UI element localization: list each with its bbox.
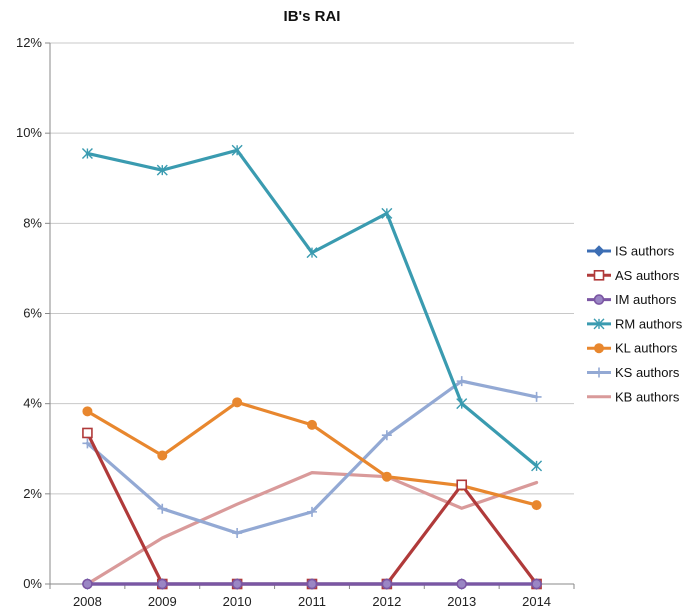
series-group	[81, 144, 543, 590]
legend-marker	[593, 294, 605, 305]
series-im-authors	[82, 578, 542, 590]
x-tick-label: 2009	[148, 594, 177, 609]
legend-item: IS authors	[587, 244, 675, 259]
legend: IS authors AS authors IM authors RM authors…	[587, 244, 683, 404]
legend-label: KS authors	[615, 365, 680, 380]
data-point	[82, 427, 93, 439]
legend-label: RM authors	[615, 316, 683, 331]
data-point	[156, 164, 168, 176]
series-line	[85, 400, 539, 507]
data-point	[81, 147, 93, 159]
series-line	[85, 471, 539, 586]
y-tick-label: 8%	[23, 215, 42, 230]
x-tick-label: 2008	[73, 594, 102, 609]
y-axis: 0% 2% 4% 6% 8% 10% 12%	[16, 35, 51, 591]
data-point	[157, 450, 168, 461]
data-point	[531, 578, 542, 590]
legend-item: KS authors	[587, 365, 680, 380]
legend-item: KB authors	[587, 389, 680, 404]
data-point	[231, 578, 243, 590]
data-point	[157, 503, 168, 514]
data-point	[456, 376, 467, 387]
x-tick-label: 2014	[522, 594, 551, 609]
grid	[50, 42, 574, 495]
y-tick-label: 2%	[23, 486, 42, 501]
series-rm-authors	[81, 144, 543, 472]
data-point	[231, 144, 243, 156]
data-point	[306, 247, 318, 259]
legend-label: IS authors	[615, 244, 675, 259]
legend-item: AS authors	[587, 268, 680, 283]
legend-label: IM authors	[615, 292, 677, 307]
series-kb-authors	[85, 471, 539, 586]
legend-item: IM authors	[587, 292, 677, 307]
data-point	[232, 528, 243, 539]
series-ks-authors	[82, 376, 542, 539]
data-point	[82, 406, 93, 417]
legend-label: AS authors	[615, 268, 680, 283]
legend-label: KB authors	[615, 389, 680, 404]
chart-title: IB's RAI	[284, 8, 341, 25]
y-tick-label: 4%	[23, 396, 42, 411]
data-point	[456, 578, 468, 590]
data-point	[531, 500, 542, 511]
legend-marker	[593, 269, 605, 281]
legend-label: KL authors	[615, 341, 678, 356]
data-point	[381, 430, 392, 441]
data-point	[82, 438, 93, 449]
legend-marker	[594, 343, 604, 354]
series-line	[85, 148, 539, 468]
legend-marker	[594, 367, 604, 378]
y-tick-label: 6%	[23, 306, 42, 321]
y-tick-label: 10%	[16, 125, 42, 140]
legend-item: KL authors	[587, 341, 678, 356]
y-tick-label: 0%	[23, 576, 42, 591]
data-point	[381, 207, 393, 219]
data-point	[156, 578, 168, 590]
data-point	[531, 391, 542, 402]
data-point	[381, 471, 392, 482]
data-point	[307, 506, 317, 517]
legend-marker	[593, 318, 605, 330]
data-point	[456, 479, 468, 491]
data-point	[306, 578, 318, 590]
x-tick-label: 2012	[372, 594, 401, 609]
data-point	[232, 397, 243, 408]
y-tick-label: 12%	[16, 35, 42, 50]
x-tick-label: 2011	[298, 594, 326, 609]
data-point	[381, 578, 393, 590]
data-point	[82, 578, 93, 590]
legend-item: RM authors	[587, 316, 683, 331]
legend-marker	[593, 245, 605, 257]
x-tick-label: 2010	[223, 594, 252, 609]
x-tick-label: 2013	[447, 594, 476, 609]
data-point	[531, 460, 543, 472]
data-point	[307, 419, 317, 430]
data-point	[456, 398, 468, 410]
